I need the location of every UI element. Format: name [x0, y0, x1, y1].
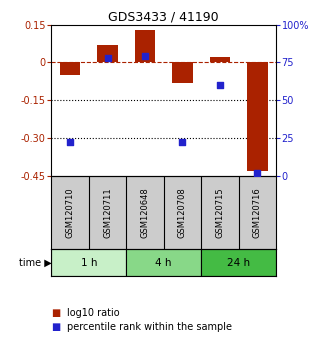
Point: [180, 139, 185, 145]
Point: [217, 82, 222, 88]
Text: 4 h: 4 h: [155, 258, 172, 268]
Bar: [60, 62, 80, 75]
Bar: [97, 45, 118, 62]
Point: [105, 55, 110, 61]
Title: GDS3433 / 41190: GDS3433 / 41190: [108, 11, 219, 24]
Bar: [210, 57, 230, 62]
Text: GSM120708: GSM120708: [178, 187, 187, 238]
Bar: [247, 62, 268, 171]
Text: ■: ■: [51, 322, 61, 332]
Text: GSM120710: GSM120710: [65, 187, 74, 238]
Text: time ▶: time ▶: [19, 258, 51, 268]
Bar: [51, 249, 126, 276]
Text: 24 h: 24 h: [227, 258, 250, 268]
Point: [255, 170, 260, 175]
Bar: [201, 249, 276, 276]
Bar: [126, 249, 201, 276]
Text: GSM120711: GSM120711: [103, 187, 112, 238]
Text: GSM120715: GSM120715: [215, 187, 224, 238]
Text: GSM120716: GSM120716: [253, 187, 262, 238]
Text: 1 h: 1 h: [81, 258, 97, 268]
Bar: [135, 30, 155, 62]
Text: GSM120648: GSM120648: [141, 187, 150, 238]
Point: [67, 139, 73, 145]
Text: ■: ■: [51, 308, 61, 318]
Text: log10 ratio: log10 ratio: [67, 308, 120, 318]
Text: percentile rank within the sample: percentile rank within the sample: [67, 322, 232, 332]
Bar: [172, 62, 193, 82]
Point: [143, 53, 148, 59]
